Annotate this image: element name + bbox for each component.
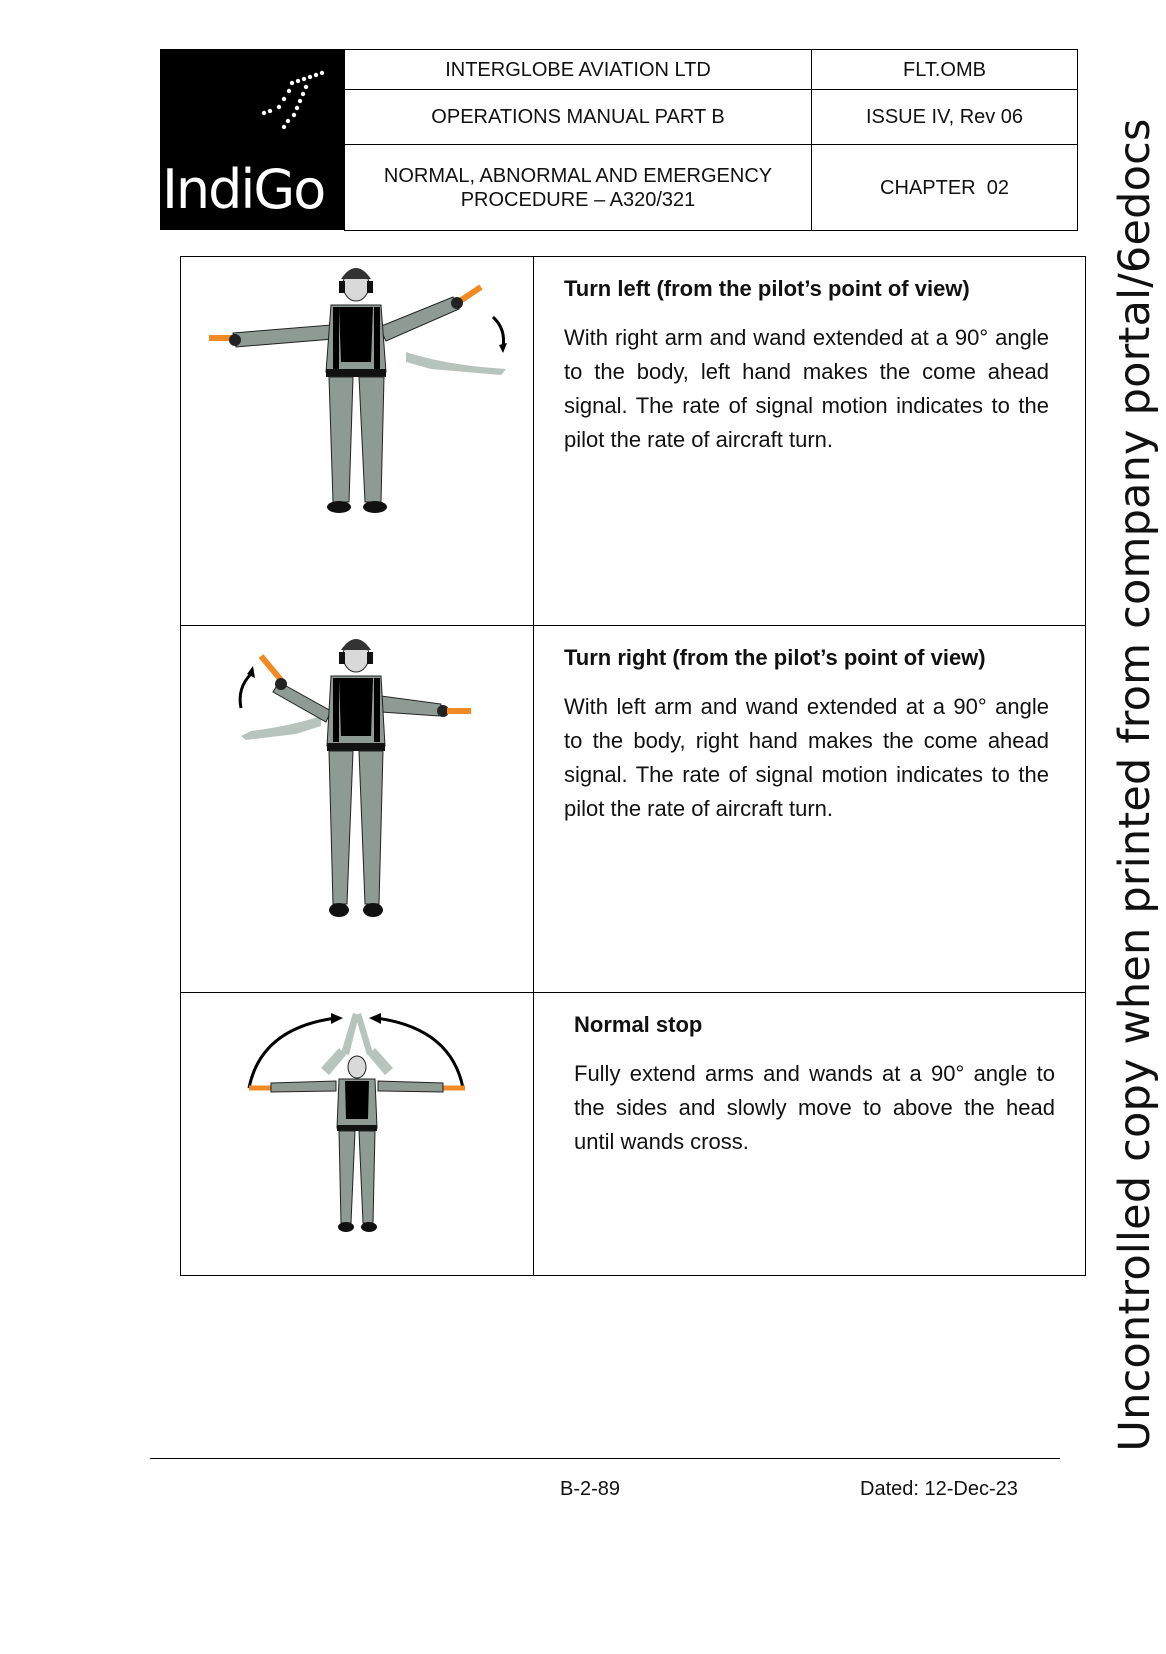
- footer-date: Dated: 12-Dec-23: [860, 1478, 1018, 1500]
- turn-left-illustration-cell: [180, 256, 534, 626]
- uncontrolled-copy-watermark: Uncontrolled copy when printed from comp…: [1110, 118, 1160, 1452]
- normal-stop-illustration-cell: [180, 992, 534, 1276]
- table-row: Turn left (from the pilot’s point of vie…: [180, 256, 1086, 626]
- section-title-line2: PROCEDURE – A320/321: [460, 188, 696, 211]
- doc-code: FLT.OMB: [811, 49, 1078, 90]
- issue-revision: ISSUE IV, Rev 06: [811, 89, 1078, 145]
- signal-title: Turn left (from the pilot’s point of vie…: [564, 276, 970, 301]
- logo-wordmark: IndiGo: [162, 158, 326, 221]
- signal-body: With left arm and wand extended at a 90°…: [564, 694, 1049, 821]
- footer-divider: [150, 1458, 1060, 1459]
- signal-title: Turn right (from the pilot’s point of vi…: [564, 645, 986, 670]
- indigo-logo: IndiGo: [160, 49, 344, 230]
- marshalling-signals-table: Turn left (from the pilot’s point of vie…: [180, 256, 1086, 1276]
- turn-left-marshaller-icon: [209, 268, 507, 513]
- turn-left-description: Turn left (from the pilot’s point of vie…: [533, 256, 1086, 626]
- signal-title: Normal stop: [574, 1012, 703, 1037]
- signal-body: With right arm and wand extended at a 90…: [564, 325, 1049, 452]
- normal-stop-description: Normal stop Fully extend arms and wands …: [533, 992, 1086, 1276]
- turn-right-description: Turn right (from the pilot’s point of vi…: [533, 625, 1086, 993]
- airplane-logo-icon: [261, 70, 325, 130]
- page-number: B-2-89: [560, 1478, 621, 1500]
- signal-body: Fully extend arms and wands at a 90° ang…: [574, 1061, 1055, 1154]
- section-title-line1: NORMAL, ABNORMAL AND EMERGENCY: [383, 164, 773, 187]
- normal-stop-marshaller-icon: [247, 1013, 465, 1232]
- section-title: NORMAL, ABNORMAL AND EMERGENCY PROCEDURE…: [344, 144, 812, 231]
- table-row: Turn right (from the pilot’s point of vi…: [180, 625, 1086, 993]
- manual-name: OPERATIONS MANUAL PART B: [344, 89, 812, 145]
- turn-right-illustration-cell: [180, 625, 534, 993]
- turn-right-marshaller-icon: [238, 639, 471, 917]
- document-header: INTERGLOBE AVIATION LTD FLT.OMB OPERATIO…: [344, 49, 1078, 231]
- company-name: INTERGLOBE AVIATION LTD: [344, 49, 812, 90]
- chapter-label: CHAPTER 02: [811, 144, 1078, 231]
- table-row: Normal stop Fully extend arms and wands …: [180, 992, 1086, 1276]
